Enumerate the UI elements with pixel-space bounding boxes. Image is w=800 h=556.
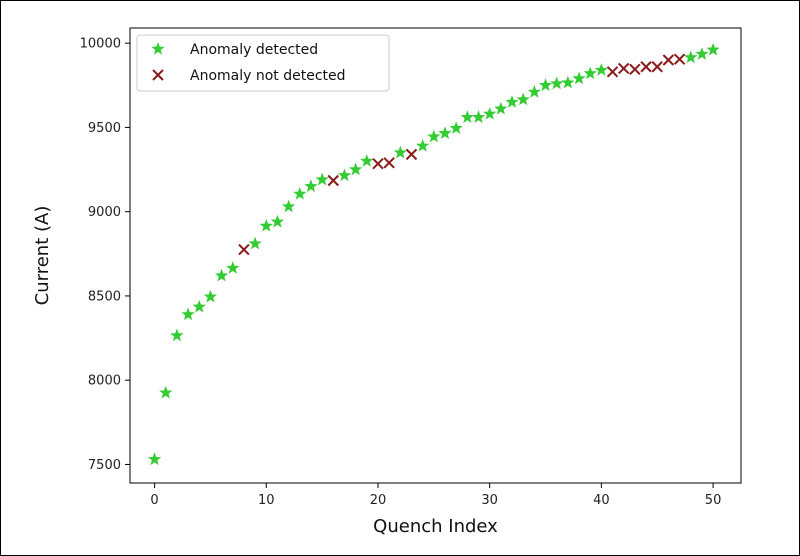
y-tick-label: 8500 [88,289,121,304]
legend-x-marker [152,69,164,81]
plot-area [129,27,742,484]
detected-point [360,154,374,167]
detected-point [460,110,474,123]
detected-point [203,289,218,303]
y-tick-label: 9000 [88,205,121,220]
detected-point [416,138,430,152]
x-tick-label: 0 [150,493,158,508]
detected-point [538,78,553,91]
detected-point [471,110,486,123]
detected-point [181,307,195,321]
detected-point [315,172,329,186]
detected-point [293,186,307,200]
legend-entry-not-detected: Anomaly not detected [190,68,346,84]
detected-point [572,71,586,85]
legend-star-icon [151,42,165,55]
x-tick-label: 30 [481,493,498,508]
detected-point [147,452,162,466]
detected-point [304,179,318,193]
y-axis-label: Current (A) [32,206,53,306]
detected-point [348,162,363,176]
x-tick-label: 50 [705,493,722,508]
data-points [147,42,720,466]
not-detected-point [662,54,675,66]
x-tick-label: 40 [593,493,610,508]
detected-point [259,219,273,232]
detected-point [192,299,206,313]
legend-star-marker [151,42,165,55]
detected-point [527,85,542,98]
y-tick-label: 8000 [88,374,121,389]
not-detected-point [629,63,641,75]
x-axis: 0 10 20 30 40 50 [150,483,721,508]
not-detected-point [651,61,663,73]
detected-point [270,214,285,228]
detected-point [516,92,530,106]
detected-point [393,145,407,159]
y-axis: 7500 8000 8500 9000 9500 10000 [80,37,130,473]
detected-point [505,95,519,108]
detected-point [695,47,709,60]
detected-point [561,75,575,89]
detected-point [170,328,184,342]
not-detected-point [238,243,250,256]
not-detected-point [606,66,619,78]
x-axis-label: Quench Index [373,516,498,537]
detected-point [583,66,597,80]
legend-box [136,34,390,92]
y-tick-label: 7500 [88,458,121,473]
detected-point [214,268,229,282]
not-detected-point [640,61,652,73]
detected-point [159,385,173,399]
detected-point [449,121,463,134]
detected-point [337,168,352,182]
detected-point [427,129,441,143]
y-tick-label: 9500 [88,121,121,136]
detected-point [438,126,452,139]
detected-point [550,76,564,90]
detected-point [483,106,497,120]
detected-point [226,261,240,274]
legend-x-icon [152,69,164,81]
y-tick-label: 10000 [80,37,121,52]
not-detected-point [383,157,395,169]
not-detected-point [372,157,384,170]
legend-entry-detected: Anomaly detected [190,42,318,58]
detected-point [494,101,508,115]
x-tick-label: 10 [258,493,275,508]
not-detected-point [327,174,340,187]
not-detected-point [618,62,630,75]
not-detected-point [405,148,418,161]
detected-point [248,236,262,250]
x-tick-label: 20 [370,493,387,508]
detected-point [594,63,609,76]
detected-point [706,42,720,56]
legend: Anomaly detected Anomaly not detected [136,34,390,92]
not-detected-point [673,53,686,65]
detected-point [684,50,698,64]
detected-point [281,199,296,213]
